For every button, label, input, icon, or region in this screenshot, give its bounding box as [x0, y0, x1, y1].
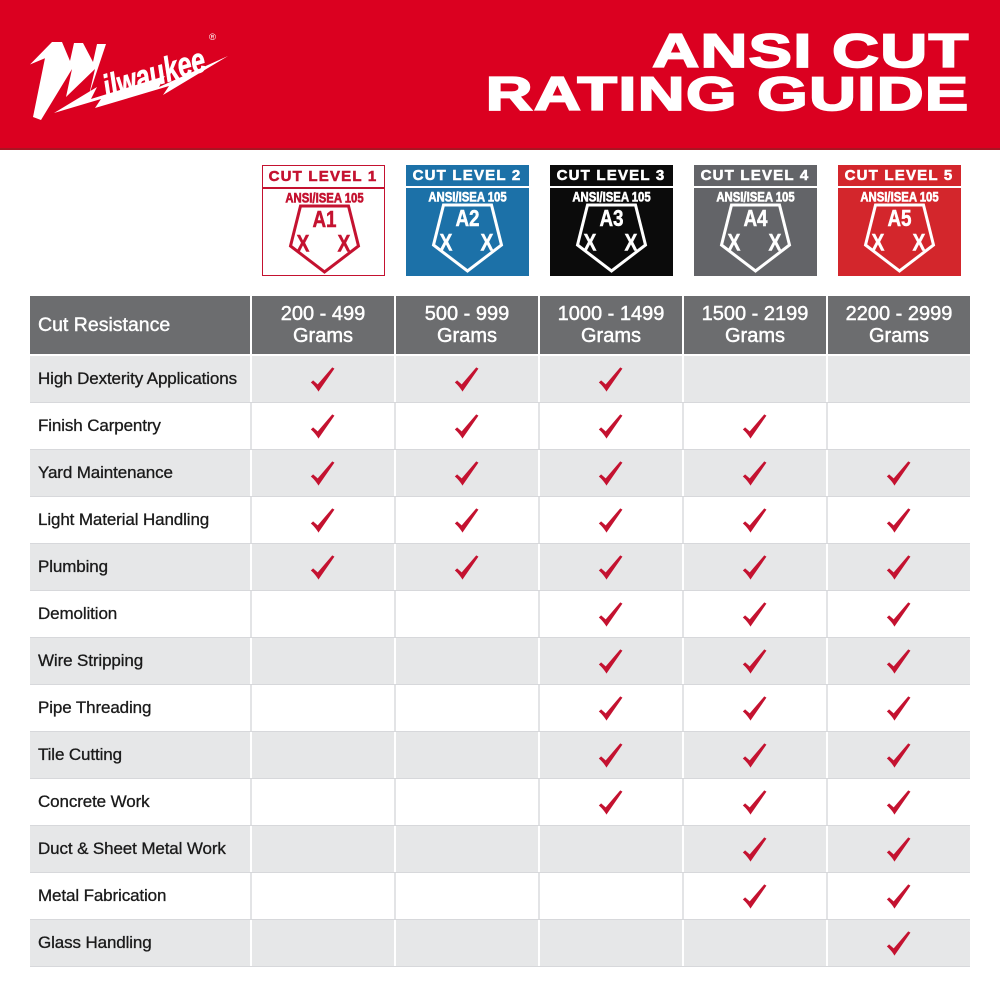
- svg-text:A3: A3: [599, 206, 623, 231]
- svg-text:A4: A4: [743, 206, 767, 231]
- svg-text:X: X: [296, 229, 309, 257]
- svg-text:ANSI/ISEA 105: ANSI/ISEA 105: [285, 191, 363, 206]
- svg-text:ANSI/ISEA 105: ANSI/ISEA 105: [716, 190, 794, 205]
- svg-text:X: X: [439, 228, 452, 256]
- svg-text:ANSI/ISEA 105: ANSI/ISEA 105: [428, 190, 506, 205]
- svg-text:X: X: [480, 228, 493, 256]
- svg-text:X: X: [727, 228, 740, 256]
- svg-text:X: X: [871, 228, 884, 256]
- svg-text:X: X: [768, 228, 781, 256]
- svg-text:X: X: [912, 228, 925, 256]
- svg-text:ANSI/ISEA 105: ANSI/ISEA 105: [572, 190, 650, 205]
- svg-text:A1: A1: [312, 207, 336, 232]
- svg-text:A5: A5: [887, 206, 911, 231]
- svg-text:X: X: [624, 228, 637, 256]
- svg-text:X: X: [583, 228, 596, 256]
- svg-text:A2: A2: [455, 206, 479, 231]
- svg-text:X: X: [337, 229, 350, 257]
- svg-text:®: ®: [209, 32, 216, 43]
- svg-text:ANSI/ISEA 105: ANSI/ISEA 105: [860, 190, 938, 205]
